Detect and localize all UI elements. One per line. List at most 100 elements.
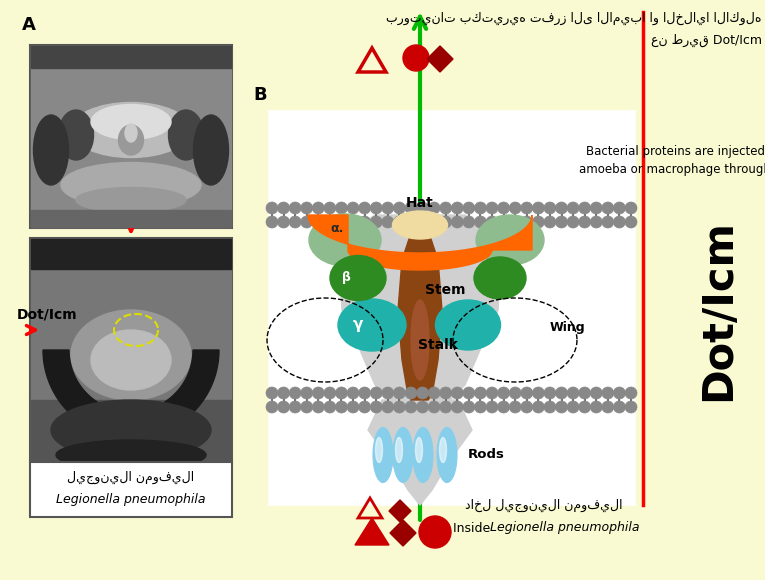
Polygon shape bbox=[398, 230, 442, 400]
Ellipse shape bbox=[51, 400, 211, 460]
Circle shape bbox=[521, 202, 532, 214]
Circle shape bbox=[324, 202, 336, 214]
Circle shape bbox=[591, 216, 602, 228]
Circle shape bbox=[417, 216, 428, 228]
Circle shape bbox=[440, 216, 451, 228]
Polygon shape bbox=[355, 518, 389, 545]
Circle shape bbox=[312, 202, 324, 214]
Polygon shape bbox=[389, 500, 411, 522]
Ellipse shape bbox=[413, 427, 433, 483]
Circle shape bbox=[405, 202, 417, 214]
Circle shape bbox=[567, 216, 579, 228]
Text: Dot/Icm: Dot/Icm bbox=[17, 308, 77, 322]
Ellipse shape bbox=[91, 330, 171, 390]
Polygon shape bbox=[43, 350, 219, 438]
Circle shape bbox=[359, 401, 371, 413]
Circle shape bbox=[532, 216, 545, 228]
Circle shape bbox=[336, 401, 347, 413]
Circle shape bbox=[451, 202, 464, 214]
Bar bbox=[31, 46, 231, 227]
Circle shape bbox=[278, 401, 290, 413]
Circle shape bbox=[602, 387, 614, 399]
Text: B: B bbox=[253, 86, 267, 104]
Circle shape bbox=[614, 202, 626, 214]
Circle shape bbox=[301, 387, 313, 399]
Ellipse shape bbox=[338, 299, 406, 351]
Ellipse shape bbox=[76, 187, 186, 212]
Ellipse shape bbox=[392, 211, 448, 239]
Circle shape bbox=[278, 216, 290, 228]
Ellipse shape bbox=[330, 256, 386, 300]
Ellipse shape bbox=[91, 104, 171, 140]
Circle shape bbox=[312, 387, 324, 399]
Circle shape bbox=[614, 387, 626, 399]
Circle shape bbox=[428, 216, 440, 228]
Circle shape bbox=[486, 216, 498, 228]
Circle shape bbox=[417, 401, 428, 413]
Circle shape bbox=[393, 387, 405, 399]
Ellipse shape bbox=[71, 103, 191, 158]
Circle shape bbox=[393, 202, 405, 214]
Circle shape bbox=[555, 202, 568, 214]
Ellipse shape bbox=[396, 437, 402, 462]
Circle shape bbox=[336, 387, 347, 399]
Circle shape bbox=[289, 401, 301, 413]
Ellipse shape bbox=[474, 257, 526, 299]
Ellipse shape bbox=[415, 437, 422, 462]
Ellipse shape bbox=[376, 437, 382, 462]
Circle shape bbox=[301, 216, 313, 228]
Circle shape bbox=[555, 387, 568, 399]
Bar bbox=[268, 110, 635, 505]
Circle shape bbox=[312, 216, 324, 228]
Circle shape bbox=[393, 401, 405, 413]
Circle shape bbox=[405, 216, 417, 228]
Circle shape bbox=[382, 216, 394, 228]
Circle shape bbox=[544, 216, 556, 228]
Ellipse shape bbox=[61, 162, 201, 208]
Circle shape bbox=[393, 216, 405, 228]
Circle shape bbox=[625, 216, 637, 228]
Bar bbox=[31, 239, 231, 269]
Text: Stalk: Stalk bbox=[418, 338, 458, 352]
Circle shape bbox=[382, 202, 394, 214]
Circle shape bbox=[278, 387, 290, 399]
Circle shape bbox=[625, 401, 637, 413]
Circle shape bbox=[463, 216, 475, 228]
Circle shape bbox=[521, 401, 532, 413]
Circle shape bbox=[567, 401, 579, 413]
Circle shape bbox=[521, 216, 532, 228]
Circle shape bbox=[555, 401, 568, 413]
Circle shape bbox=[370, 216, 382, 228]
Circle shape bbox=[301, 202, 313, 214]
Circle shape bbox=[567, 387, 579, 399]
Ellipse shape bbox=[476, 215, 544, 265]
Circle shape bbox=[289, 387, 301, 399]
Circle shape bbox=[451, 216, 464, 228]
Circle shape bbox=[544, 387, 556, 399]
Circle shape bbox=[614, 401, 626, 413]
Circle shape bbox=[497, 216, 509, 228]
Bar bbox=[31, 239, 231, 461]
Circle shape bbox=[591, 202, 602, 214]
Bar bbox=[30, 462, 232, 517]
Circle shape bbox=[403, 45, 429, 71]
Circle shape bbox=[544, 202, 556, 214]
Circle shape bbox=[486, 202, 498, 214]
Circle shape bbox=[289, 216, 301, 228]
Text: Stem: Stem bbox=[425, 283, 465, 297]
Bar bbox=[30, 238, 232, 462]
Circle shape bbox=[266, 216, 278, 228]
Circle shape bbox=[463, 202, 475, 214]
Text: Bacterial proteins are injected into the
amoeba or macrophage through Dot/Icm: Bacterial proteins are injected into the… bbox=[579, 145, 765, 176]
Circle shape bbox=[614, 216, 626, 228]
Polygon shape bbox=[390, 520, 416, 546]
Circle shape bbox=[451, 387, 464, 399]
Ellipse shape bbox=[309, 214, 381, 266]
Ellipse shape bbox=[58, 110, 93, 160]
Ellipse shape bbox=[373, 427, 393, 483]
Text: A: A bbox=[22, 16, 36, 34]
Circle shape bbox=[578, 401, 591, 413]
Circle shape bbox=[405, 387, 417, 399]
Circle shape bbox=[347, 216, 359, 228]
Circle shape bbox=[405, 401, 417, 413]
